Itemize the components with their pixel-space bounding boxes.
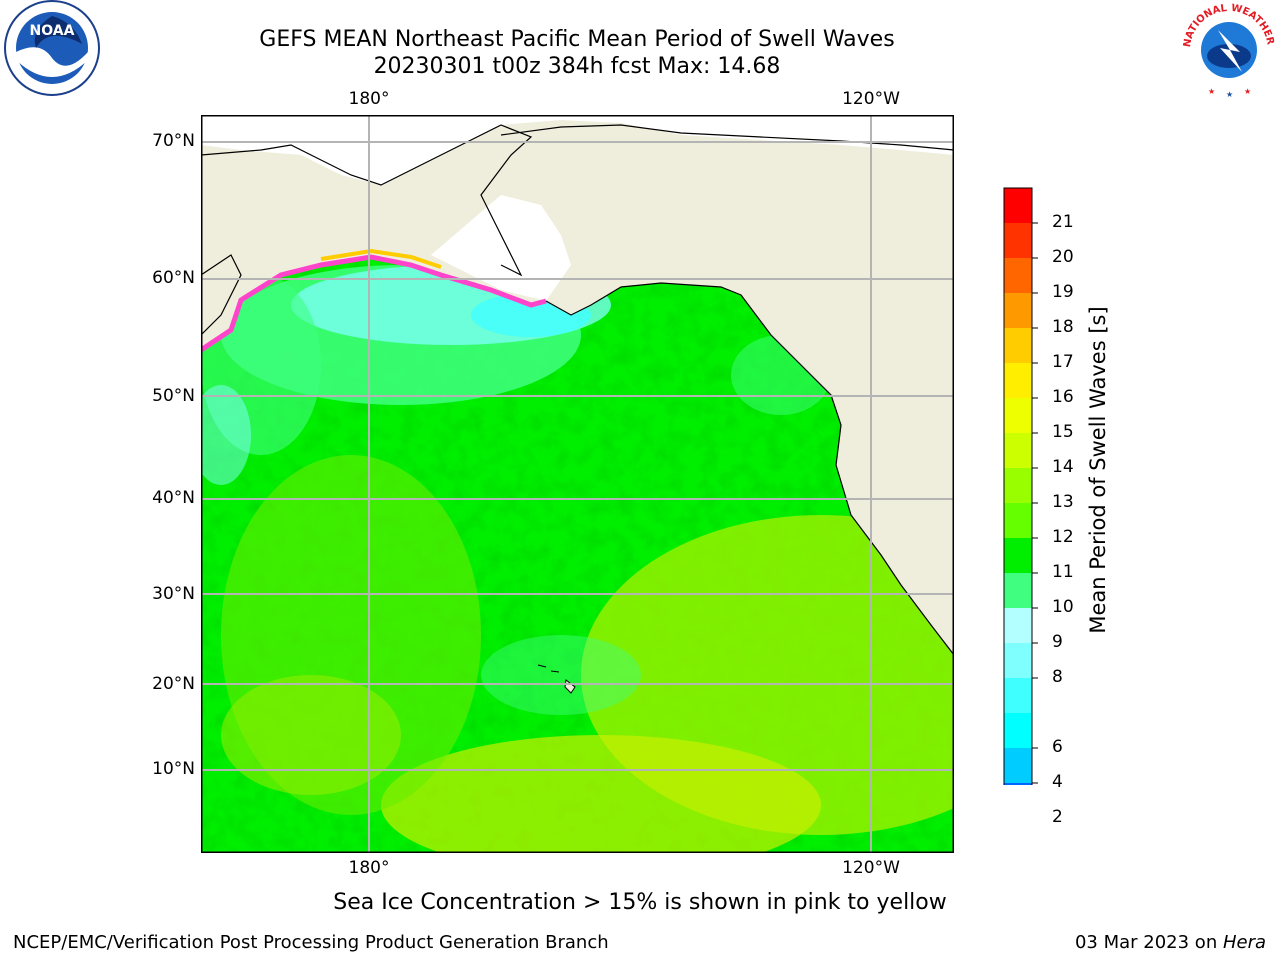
lat-tick-60n: 60°N [152, 268, 195, 288]
colorbar-segment [1004, 398, 1032, 433]
svg-text:★: ★ [1208, 87, 1215, 96]
colorbar-segment [1004, 293, 1032, 328]
lat-tick-70n: 70°N [152, 131, 195, 151]
arctic-region [201, 115, 954, 185]
colorbar-label: 4 [1052, 772, 1063, 792]
noaa-logo: NOAA [0, 0, 104, 104]
colorbar-label: 2 [1052, 807, 1063, 827]
colorbar-segment [1004, 503, 1032, 538]
lon-tick-top-180: 180° [348, 89, 390, 109]
colorbar-label: 20 [1052, 247, 1074, 267]
colorbar-segment [1004, 538, 1032, 573]
svg-text:★: ★ [1244, 87, 1251, 96]
colorbar-segment [1004, 678, 1032, 713]
coastline-north-america [545, 282, 955, 656]
colorbar-label: 19 [1052, 282, 1074, 302]
lat-tick-30n: 30°N [152, 584, 195, 604]
lat-tick-10n: 10°N [152, 759, 195, 779]
colorbar-label: 15 [1052, 422, 1074, 442]
colorbar-label: 6 [1052, 737, 1063, 757]
sea-ice-edge [199, 254, 547, 353]
lon-tick-top-120w: 120°W [842, 89, 900, 109]
colorbar [990, 180, 1050, 848]
sea-ice-edge-yellow [320, 248, 442, 269]
footer-branch: NCEP/EMC/Verification Post Processing Pr… [13, 932, 609, 953]
footer-host: Hera [1222, 932, 1266, 953]
colorbar-label: 9 [1052, 632, 1063, 652]
coastline-arctic [500, 124, 955, 151]
coastline-alaska-siberia [200, 124, 533, 277]
coastline-kamchatka [200, 254, 242, 336]
colorbar-label: 17 [1052, 352, 1074, 372]
chart-subtitle: 20230301 t00z 384h fcst Max: 14.68 [373, 54, 781, 79]
colorbar-label: 13 [1052, 492, 1074, 512]
colorbar-segment [1004, 328, 1032, 363]
colorbar-segment [1004, 783, 1032, 818]
colorbar-label: 14 [1052, 457, 1074, 477]
colorbar-label: 10 [1052, 597, 1074, 617]
svg-text:★: ★ [1226, 90, 1233, 99]
map-panel [199, 115, 955, 853]
colorbar-label: 18 [1052, 317, 1074, 337]
colorbar-segment [1004, 608, 1032, 643]
colorbar-segment [1004, 258, 1032, 293]
colorbar-segment [1004, 573, 1032, 608]
bering-white-region [431, 195, 571, 301]
colorbar-label: 8 [1052, 667, 1063, 687]
colorbar-segment [1004, 188, 1032, 223]
graticule [201, 115, 954, 853]
colorbar-segment [1004, 643, 1032, 678]
sea-ice-note: Sea Ice Concentration > 15% is shown in … [333, 890, 947, 915]
colorbar-segment [1004, 363, 1032, 398]
chart-title: GEFS MEAN Northeast Pacific Mean Period … [259, 27, 895, 52]
colorbar-label: 12 [1052, 527, 1074, 547]
lat-tick-40n: 40°N [152, 488, 195, 508]
colorbar-label: 16 [1052, 387, 1074, 407]
lon-tick-bottom-120w: 120°W [842, 858, 900, 878]
lat-tick-50n: 50°N [152, 386, 195, 406]
footer-date-text: 03 Mar 2023 on [1074, 932, 1223, 953]
colorbar-title: Mean Period of Swell Waves [s] [1086, 306, 1110, 634]
lon-tick-bottom-180: 180° [348, 858, 390, 878]
colorbar-segment [1004, 468, 1032, 503]
map-border [201, 115, 954, 853]
colorbar-label: 21 [1052, 212, 1074, 232]
colorbar-segment [1004, 223, 1032, 258]
noaa-logo-text: NOAA [30, 23, 75, 39]
footer-date: 03 Mar 2023 on Hera [1075, 932, 1266, 953]
colorbar-svg [1003, 187, 1038, 848]
colorbar-segment [1004, 433, 1032, 468]
nws-logo: NATIONAL WEATHER SERVICE ★ ★ ★ [1174, 0, 1280, 104]
colorbar-segment [1004, 748, 1032, 783]
lat-tick-20n: 20°N [152, 674, 195, 694]
colorbar-label: 11 [1052, 562, 1074, 582]
colorbar-segment [1004, 713, 1032, 748]
